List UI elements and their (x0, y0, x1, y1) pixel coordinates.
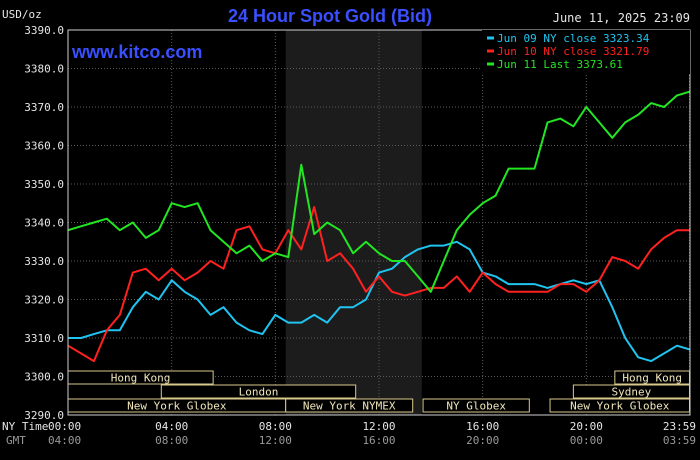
website-watermark: www.kitco.com (71, 42, 202, 62)
y-tick-label: 3370.0 (24, 101, 64, 114)
y-tick-label: 3340.0 (24, 217, 64, 230)
plot-frame (67, 29, 691, 416)
chart-title: 24 Hour Spot Gold (Bid) (228, 6, 432, 26)
x-tick-label-ny: 20:00 (570, 420, 603, 433)
session-label: London (239, 386, 279, 399)
session-label: New York Globex (570, 400, 670, 413)
series-line-2 (67, 90, 691, 293)
x-tick-label-ny: 16:00 (466, 420, 499, 433)
x-tick-label-gmt: 20:00 (466, 434, 499, 447)
series-lines (67, 90, 691, 363)
y-tick-label: 3330.0 (24, 255, 64, 268)
session-label: NY Globex (446, 400, 506, 413)
x-axis-ticks: 00:0004:0004:0008:0008:0012:0012:0016:00… (48, 420, 696, 447)
session-bar (160, 384, 357, 399)
y-tick-label: 3290.0 (24, 409, 64, 422)
y-tick-label: 3380.0 (24, 63, 64, 76)
session-label: New York Globex (127, 400, 227, 413)
session-label: New York NYMEX (303, 400, 396, 413)
session-bar (614, 370, 690, 385)
y-tick-label: 3320.0 (24, 294, 64, 307)
x-tick-label-gmt: 12:00 (259, 434, 292, 447)
session-label: Sydney (612, 386, 652, 399)
x-tick-label-gmt: 00:00 (570, 434, 603, 447)
legend-jun09-close: Jun 09 NY close 3323.34 (497, 32, 650, 45)
x-tick-label-ny: 04:00 (155, 420, 188, 433)
y-tick-label: 3350.0 (24, 178, 64, 191)
legend: Jun 09 NY close 3323.34 Jun 10 NY close … (482, 30, 690, 74)
legend-jun11-last: Jun 11 Last 3373.61 (497, 58, 623, 71)
x-tick-label-gmt: 08:00 (155, 434, 188, 447)
x-tick-label-ny: 12:00 (362, 420, 395, 433)
session-bar (285, 398, 414, 413)
session-bar (422, 398, 530, 413)
y-tick-label: 3310.0 (24, 332, 64, 345)
x-tick-label-ny: 00:00 (48, 420, 81, 433)
legend-background (482, 30, 690, 74)
units-label: USD/oz (2, 8, 42, 21)
session-bar (549, 398, 690, 413)
x-tick-label-ny: 23:59 (663, 420, 696, 433)
session-bar (572, 384, 690, 399)
series-line-1 (67, 206, 690, 363)
y-tick-label: 3300.0 (24, 371, 64, 384)
session-label: Hong Kong (111, 372, 171, 385)
series-line-0 (68, 240, 691, 363)
gmt-label: GMT (6, 434, 26, 447)
y-tick-label: 3390.0 (24, 24, 64, 37)
session-label: Hong Kong (622, 372, 682, 385)
y-tick-label: 3360.0 (24, 140, 64, 153)
date-stamp: June 11, 2025 23:09 (553, 11, 690, 25)
ny-time-label: NY Time (2, 420, 48, 433)
legend-jun10-close: Jun 10 NY close 3321.79 (497, 45, 649, 58)
y-axis-ticks: 3390.0 3380.0 3370.0 3360.0 3350.0 3340.0 3330… (24, 24, 64, 422)
x-tick-label-ny: 08:00 (259, 420, 292, 433)
x-tick-label-gmt: 03:59 (663, 434, 696, 447)
x-tick-label-gmt: 16:00 (362, 434, 395, 447)
x-tick-label-gmt: 04:00 (48, 434, 81, 447)
